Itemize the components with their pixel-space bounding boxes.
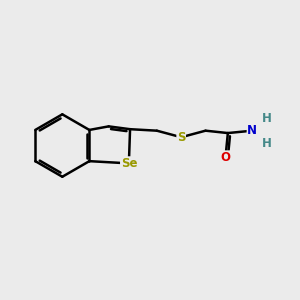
- Text: H: H: [262, 137, 272, 150]
- Text: O: O: [220, 151, 230, 164]
- Text: S: S: [177, 131, 185, 144]
- Text: N: N: [247, 124, 257, 137]
- Text: H: H: [262, 112, 272, 125]
- Text: Se: Se: [121, 157, 137, 170]
